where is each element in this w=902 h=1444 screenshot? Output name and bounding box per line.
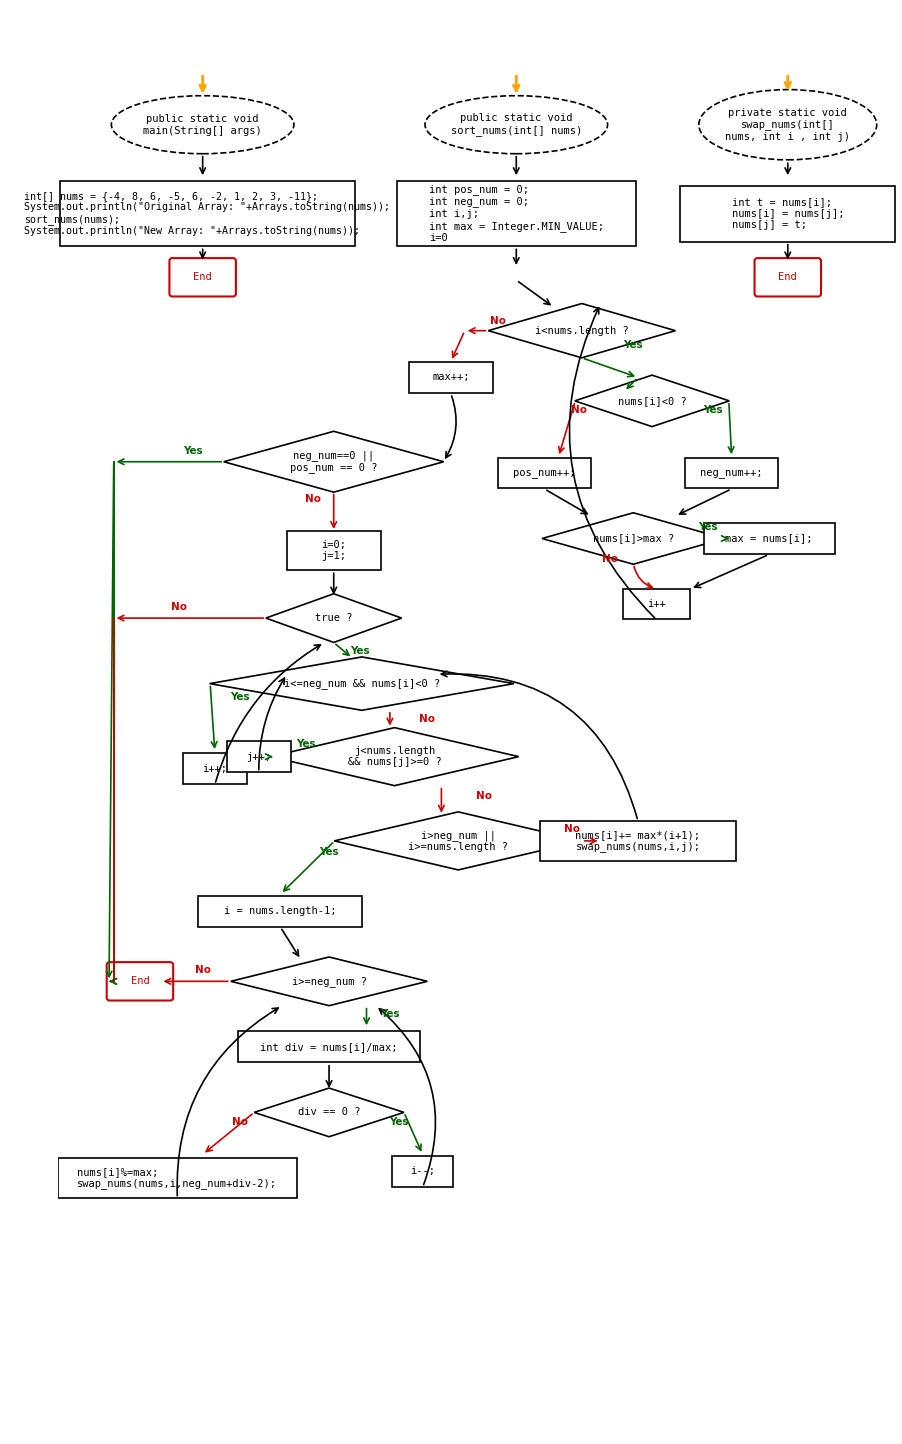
- Text: nums[i]%=max;
swap_nums(nums,i,neg_num+div-2);: nums[i]%=max; swap_nums(nums,i,neg_num+d…: [78, 1167, 278, 1190]
- Ellipse shape: [425, 95, 608, 153]
- Text: i = nums.length-1;: i = nums.length-1;: [224, 907, 336, 915]
- Text: Yes: Yes: [380, 1009, 400, 1019]
- Text: true ?: true ?: [315, 614, 353, 622]
- Text: No: No: [602, 554, 618, 565]
- Polygon shape: [271, 728, 519, 786]
- Text: i=0;
j=1;: i=0; j=1;: [321, 540, 346, 562]
- Text: Yes: Yes: [230, 692, 250, 702]
- Text: No: No: [305, 494, 321, 504]
- FancyBboxPatch shape: [58, 1158, 297, 1199]
- Text: nums[i]<0 ?: nums[i]<0 ?: [618, 396, 686, 406]
- Text: j<nums.length
&& nums[j]>=0 ?: j<nums.length && nums[j]>=0 ?: [347, 747, 441, 767]
- Polygon shape: [542, 513, 724, 565]
- Text: End: End: [131, 976, 150, 986]
- FancyBboxPatch shape: [704, 523, 834, 554]
- Text: Yes: Yes: [698, 523, 718, 533]
- Text: Yes: Yes: [703, 406, 723, 416]
- FancyBboxPatch shape: [498, 458, 591, 488]
- FancyBboxPatch shape: [685, 458, 778, 488]
- Text: Yes: Yes: [319, 848, 339, 858]
- Polygon shape: [254, 1089, 404, 1136]
- Text: Yes: Yes: [350, 645, 370, 656]
- Text: End: End: [193, 273, 212, 283]
- Text: i--;: i--;: [410, 1167, 435, 1177]
- FancyBboxPatch shape: [238, 1031, 420, 1063]
- Text: max = nums[i];: max = nums[i];: [725, 533, 813, 543]
- Ellipse shape: [699, 90, 877, 160]
- FancyBboxPatch shape: [392, 1157, 453, 1187]
- Text: No: No: [232, 1116, 248, 1126]
- Text: No: No: [195, 965, 211, 975]
- Text: No: No: [565, 823, 581, 833]
- Polygon shape: [335, 812, 583, 869]
- Text: i>=neg_num ?: i>=neg_num ?: [291, 976, 366, 986]
- Text: i>neg_num ||
i>=nums.length ?: i>neg_num || i>=nums.length ?: [409, 830, 508, 852]
- Text: div == 0 ?: div == 0 ?: [298, 1108, 360, 1118]
- Text: j++;: j++;: [246, 752, 272, 761]
- Text: i<=neg_num && nums[i]<0 ?: i<=neg_num && nums[i]<0 ?: [284, 679, 440, 689]
- Text: No: No: [475, 791, 492, 801]
- Polygon shape: [224, 432, 444, 492]
- Text: pos_num++;: pos_num++;: [513, 468, 575, 478]
- FancyBboxPatch shape: [623, 589, 690, 619]
- Ellipse shape: [111, 95, 294, 153]
- Polygon shape: [488, 303, 676, 358]
- Text: neg_num==0 ||
pos_num == 0 ?: neg_num==0 || pos_num == 0 ?: [290, 451, 377, 474]
- FancyBboxPatch shape: [227, 741, 290, 773]
- FancyBboxPatch shape: [287, 531, 381, 570]
- Text: max++;: max++;: [432, 373, 470, 383]
- Text: Yes: Yes: [390, 1116, 410, 1126]
- Text: int pos_num = 0;
int neg_num = 0;
int i,j;
int max = Integer.MIN_VALUE;
i=0: int pos_num = 0; int neg_num = 0; int i,…: [428, 183, 603, 243]
- FancyBboxPatch shape: [397, 180, 636, 247]
- FancyBboxPatch shape: [198, 895, 363, 927]
- Polygon shape: [575, 375, 730, 426]
- FancyBboxPatch shape: [409, 361, 492, 393]
- Text: Yes: Yes: [296, 739, 316, 749]
- Text: No: No: [171, 602, 188, 612]
- Text: private static void
swap_nums(int[]
nums, int i , int j): private static void swap_nums(int[] nums…: [725, 108, 851, 142]
- Text: i++;: i++;: [202, 764, 227, 774]
- FancyBboxPatch shape: [170, 258, 236, 296]
- FancyBboxPatch shape: [60, 180, 354, 247]
- Text: int[] nums = {-4, 8, 6, -5, 6, -2, 1, 2, 3, -11};
System.out.println("Original A: int[] nums = {-4, 8, 6, -5, 6, -2, 1, 2,…: [24, 191, 391, 237]
- Text: Yes: Yes: [183, 446, 203, 455]
- Text: No: No: [571, 406, 587, 416]
- Text: i<nums.length ?: i<nums.length ?: [535, 326, 629, 335]
- Text: No: No: [490, 316, 505, 326]
- Text: public static void
main(String[] args): public static void main(String[] args): [143, 114, 262, 136]
- FancyBboxPatch shape: [183, 754, 246, 784]
- FancyBboxPatch shape: [680, 186, 896, 241]
- Text: public static void
sort_nums(int[] nums): public static void sort_nums(int[] nums): [451, 114, 582, 136]
- Text: End: End: [778, 273, 797, 283]
- Text: nums[i]+= max*(i+1);
swap_nums(nums,i,j);: nums[i]+= max*(i+1); swap_nums(nums,i,j)…: [575, 830, 701, 852]
- Polygon shape: [231, 957, 428, 1005]
- Text: int t = nums[i];
nums[i] = nums[j];
nums[j] = t;: int t = nums[i]; nums[i] = nums[j]; nums…: [732, 196, 844, 230]
- FancyBboxPatch shape: [755, 258, 821, 296]
- Polygon shape: [209, 657, 514, 710]
- Text: No: No: [419, 715, 436, 725]
- Polygon shape: [266, 593, 401, 643]
- Text: nums[i]>max ?: nums[i]>max ?: [593, 533, 674, 543]
- FancyBboxPatch shape: [539, 822, 736, 861]
- Text: int div = nums[i]/max;: int div = nums[i]/max;: [261, 1043, 398, 1051]
- Text: neg_num++;: neg_num++;: [700, 468, 763, 478]
- Text: i++: i++: [648, 599, 666, 609]
- Text: Yes: Yes: [623, 339, 643, 349]
- FancyBboxPatch shape: [106, 962, 173, 1001]
